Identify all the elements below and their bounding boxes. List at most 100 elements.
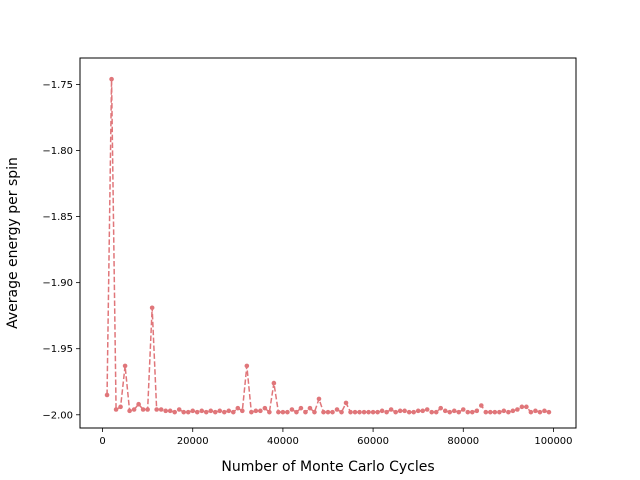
data-point (298, 405, 304, 411)
data-point (249, 409, 254, 415)
data-point (546, 409, 552, 415)
data-point (253, 408, 259, 414)
data-point (244, 363, 250, 369)
data-point (145, 407, 150, 412)
data-point (451, 408, 457, 414)
data-point (181, 409, 187, 415)
x-axis: 0 20000 40000 60000 80000 100000 (99, 428, 573, 447)
data-point (519, 404, 525, 410)
data-point (397, 408, 403, 414)
data-point (465, 409, 471, 415)
data-point (163, 408, 168, 414)
data-point (361, 409, 367, 415)
data-point (357, 409, 362, 415)
plot-frame (79, 57, 577, 429)
data-point (411, 409, 416, 415)
data-point (149, 305, 155, 311)
y-tick-label: −1.85 (42, 212, 73, 223)
data-point (533, 408, 538, 414)
y-tick-label: −2.00 (42, 410, 73, 421)
data-point (131, 407, 137, 412)
data-point (339, 409, 344, 415)
data-point (203, 409, 209, 415)
data-point (460, 407, 466, 412)
data-point (510, 408, 516, 414)
data-point (479, 403, 484, 408)
data-point (528, 409, 534, 415)
x-axis-label: Number of Monte Carlo Cycles (221, 459, 434, 475)
data-point (231, 409, 236, 415)
data-point (352, 409, 358, 415)
data-point (172, 409, 177, 415)
y-tick-label: −1.80 (42, 146, 73, 157)
y-tick-label: −1.95 (42, 344, 73, 355)
data-point (542, 408, 547, 414)
data-point (456, 409, 462, 415)
data-point (208, 408, 214, 414)
data-point (343, 400, 349, 406)
y-tick-label: −1.90 (42, 278, 73, 289)
y-axis-label: Average energy per spin (5, 157, 21, 329)
data-point (515, 407, 520, 412)
x-tick-label: 100000 (534, 436, 572, 447)
data-point (334, 407, 340, 412)
data-point (276, 409, 281, 415)
data-point (492, 409, 498, 415)
data-point (258, 408, 263, 414)
data-point (488, 409, 493, 415)
data-point (176, 407, 182, 412)
data-point (158, 407, 164, 412)
data-point (375, 409, 380, 415)
x-tick-label: 40000 (267, 436, 299, 447)
data-point (438, 405, 444, 411)
data-point (469, 409, 475, 415)
data-point (212, 409, 218, 415)
data-point (294, 409, 299, 415)
data-point (235, 405, 241, 411)
data-point (483, 409, 489, 415)
series-layer (104, 76, 552, 415)
data-point (330, 409, 335, 415)
data-point (366, 409, 371, 415)
data-point (140, 407, 146, 412)
data-point (285, 409, 290, 415)
data-point (433, 409, 439, 415)
data-point (122, 363, 128, 369)
data-point (415, 408, 421, 414)
data-point (429, 409, 435, 415)
data-point (118, 404, 123, 410)
data-point (388, 407, 394, 412)
data-point (221, 409, 227, 415)
data-point (267, 409, 272, 415)
data-point (199, 408, 205, 414)
data-point (497, 409, 502, 415)
x-tick-label: 20000 (177, 436, 209, 447)
y-axis: −2.00 −1.95 −1.90 −1.85 −1.80 −1.75 (42, 80, 80, 421)
data-point (280, 409, 286, 415)
data-point (384, 409, 389, 415)
data-point (289, 407, 295, 412)
data-point (442, 408, 448, 414)
y-tick-label: −1.75 (42, 80, 73, 91)
data-point (406, 409, 412, 415)
data-point (312, 409, 317, 415)
data-point (190, 408, 196, 414)
plot-area (80, 58, 576, 428)
data-point (113, 407, 119, 412)
data-point (420, 408, 425, 414)
data-point (109, 76, 114, 82)
data-point (217, 408, 223, 414)
data-point (506, 409, 511, 415)
data-point (127, 408, 132, 414)
data-point (393, 409, 398, 415)
data-point (167, 408, 173, 414)
data-point (185, 409, 191, 415)
data-point (240, 408, 245, 414)
data-point (226, 408, 232, 414)
data-point (104, 392, 110, 398)
x-tick-label: 60000 (357, 436, 389, 447)
data-point (262, 405, 268, 411)
data-point (303, 409, 308, 415)
data-point (136, 401, 141, 407)
